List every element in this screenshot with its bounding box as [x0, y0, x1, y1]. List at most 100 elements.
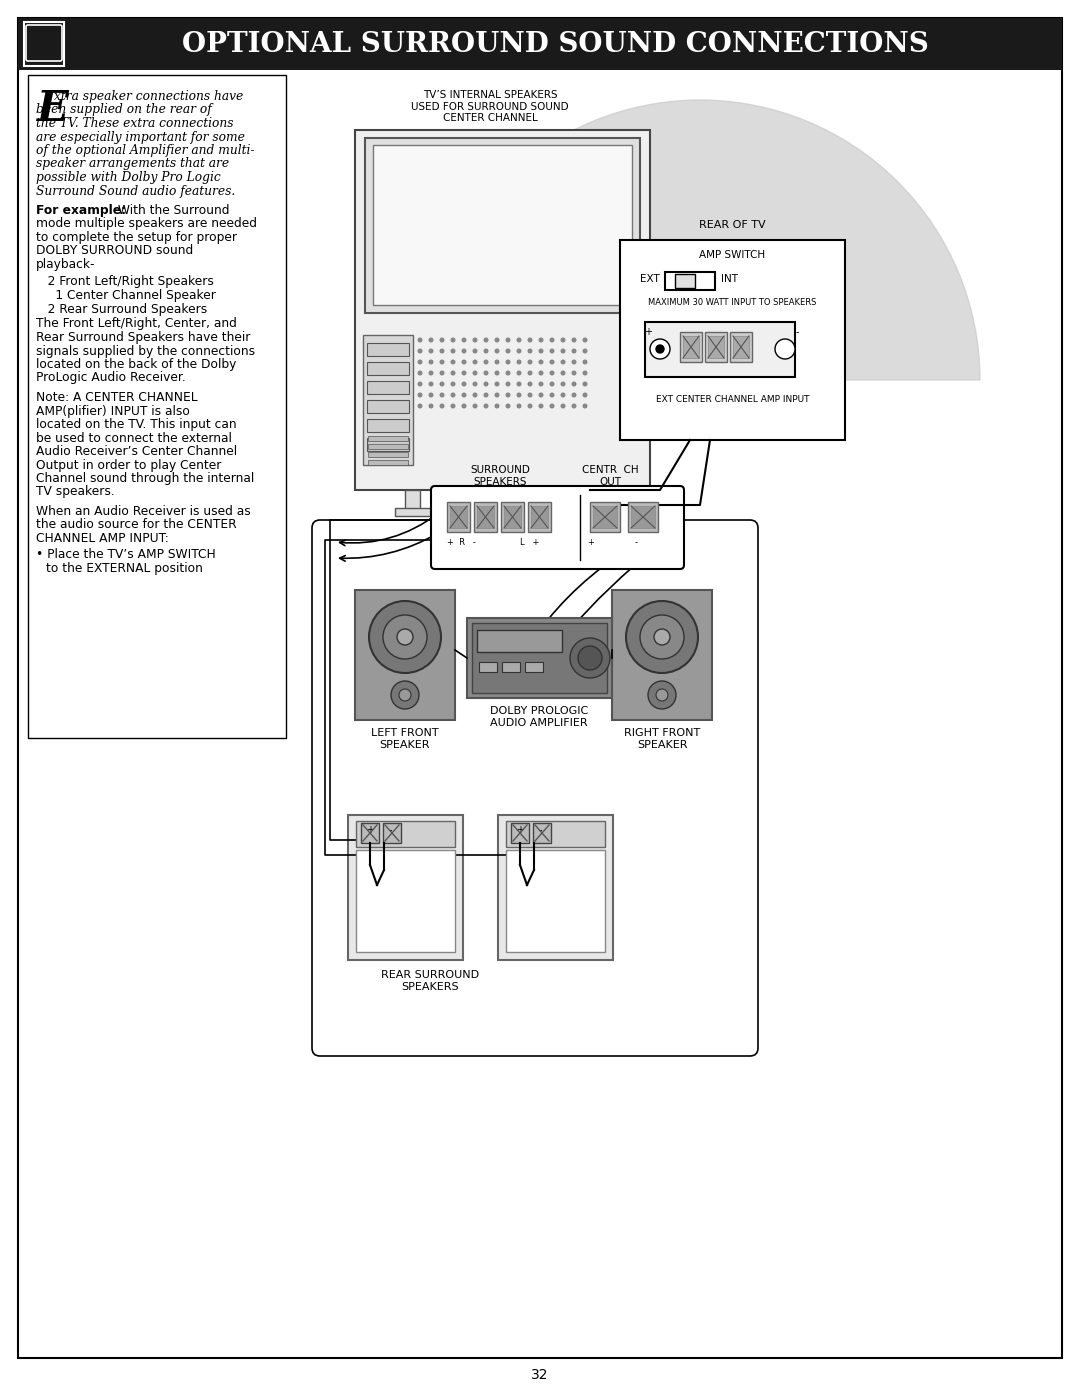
Circle shape — [462, 372, 465, 374]
Circle shape — [462, 360, 465, 363]
Circle shape — [550, 383, 554, 386]
Circle shape — [496, 404, 499, 408]
Text: When an Audio Receiver is used as: When an Audio Receiver is used as — [36, 504, 251, 518]
Bar — [675, 274, 696, 288]
Circle shape — [539, 372, 543, 374]
Circle shape — [550, 404, 554, 408]
Circle shape — [441, 372, 444, 374]
Circle shape — [484, 360, 488, 363]
Bar — [363, 335, 413, 465]
Circle shape — [528, 404, 531, 408]
Circle shape — [484, 372, 488, 374]
Circle shape — [562, 393, 565, 397]
Circle shape — [528, 360, 531, 363]
Text: +: + — [588, 538, 594, 548]
Circle shape — [451, 383, 455, 386]
Circle shape — [441, 360, 444, 363]
Bar — [472, 623, 607, 693]
Text: +: + — [644, 327, 652, 337]
Bar — [373, 145, 632, 305]
Bar — [498, 814, 613, 960]
Text: EXT: EXT — [640, 274, 660, 284]
Circle shape — [583, 372, 586, 374]
Circle shape — [451, 349, 455, 353]
Circle shape — [550, 338, 554, 342]
Bar — [367, 439, 409, 451]
Circle shape — [572, 360, 576, 363]
Bar — [474, 502, 497, 532]
Bar — [627, 502, 658, 532]
Text: the audio source for the CENTER: the audio source for the CENTER — [36, 518, 237, 531]
Text: 1 Center Channel Speaker: 1 Center Channel Speaker — [36, 289, 216, 302]
Text: OPTIONAL SURROUND SOUND CONNECTIONS: OPTIONAL SURROUND SOUND CONNECTIONS — [181, 31, 929, 57]
Bar — [367, 381, 409, 394]
Bar — [361, 823, 379, 842]
Circle shape — [429, 404, 433, 408]
Bar — [450, 506, 467, 528]
Bar — [348, 814, 463, 960]
Circle shape — [441, 338, 444, 342]
Bar — [680, 332, 702, 362]
Circle shape — [441, 383, 444, 386]
Circle shape — [429, 393, 433, 397]
Circle shape — [451, 404, 455, 408]
Circle shape — [462, 404, 465, 408]
Circle shape — [583, 393, 586, 397]
Bar — [367, 400, 409, 414]
Bar — [645, 321, 795, 377]
Bar — [477, 630, 562, 652]
Bar — [501, 502, 524, 532]
Bar — [28, 75, 286, 738]
Bar — [368, 460, 408, 465]
Circle shape — [507, 393, 510, 397]
Circle shape — [473, 372, 476, 374]
Text: been supplied on the rear of: been supplied on the rear of — [36, 103, 212, 116]
Bar — [504, 506, 521, 528]
Circle shape — [429, 349, 433, 353]
Circle shape — [562, 372, 565, 374]
Circle shape — [418, 349, 422, 353]
Circle shape — [517, 372, 521, 374]
Text: -: - — [388, 826, 392, 835]
Circle shape — [473, 338, 476, 342]
Circle shape — [507, 360, 510, 363]
Circle shape — [429, 383, 433, 386]
Text: REAR SURROUND
SPEAKERS: REAR SURROUND SPEAKERS — [381, 970, 480, 992]
Circle shape — [583, 360, 586, 363]
Bar — [24, 22, 64, 66]
Bar — [477, 506, 494, 528]
Bar — [467, 617, 612, 698]
Text: be used to connect the external: be used to connect the external — [36, 432, 232, 444]
Text: With the Surround: With the Surround — [114, 204, 229, 217]
Circle shape — [539, 404, 543, 408]
Circle shape — [539, 338, 543, 342]
Circle shape — [441, 393, 444, 397]
Circle shape — [572, 349, 576, 353]
Bar — [356, 849, 455, 951]
Circle shape — [550, 349, 554, 353]
Circle shape — [626, 601, 698, 673]
Text: 2 Front Left/Right Speakers: 2 Front Left/Right Speakers — [36, 275, 214, 289]
Circle shape — [775, 339, 795, 359]
Circle shape — [418, 360, 422, 363]
Circle shape — [550, 393, 554, 397]
Circle shape — [507, 338, 510, 342]
Text: +: + — [366, 826, 374, 835]
Text: DOLBY SURROUND sound: DOLBY SURROUND sound — [36, 244, 193, 257]
Circle shape — [507, 372, 510, 374]
Circle shape — [654, 629, 670, 645]
Circle shape — [418, 393, 422, 397]
Circle shape — [517, 383, 521, 386]
Text: 32: 32 — [531, 1368, 549, 1382]
Circle shape — [418, 338, 422, 342]
Bar — [511, 823, 529, 842]
Circle shape — [451, 393, 455, 397]
Circle shape — [539, 349, 543, 353]
Circle shape — [656, 689, 669, 701]
Bar — [631, 506, 654, 528]
Circle shape — [507, 383, 510, 386]
Circle shape — [550, 372, 554, 374]
Circle shape — [462, 393, 465, 397]
Circle shape — [572, 383, 576, 386]
Bar — [612, 590, 712, 719]
